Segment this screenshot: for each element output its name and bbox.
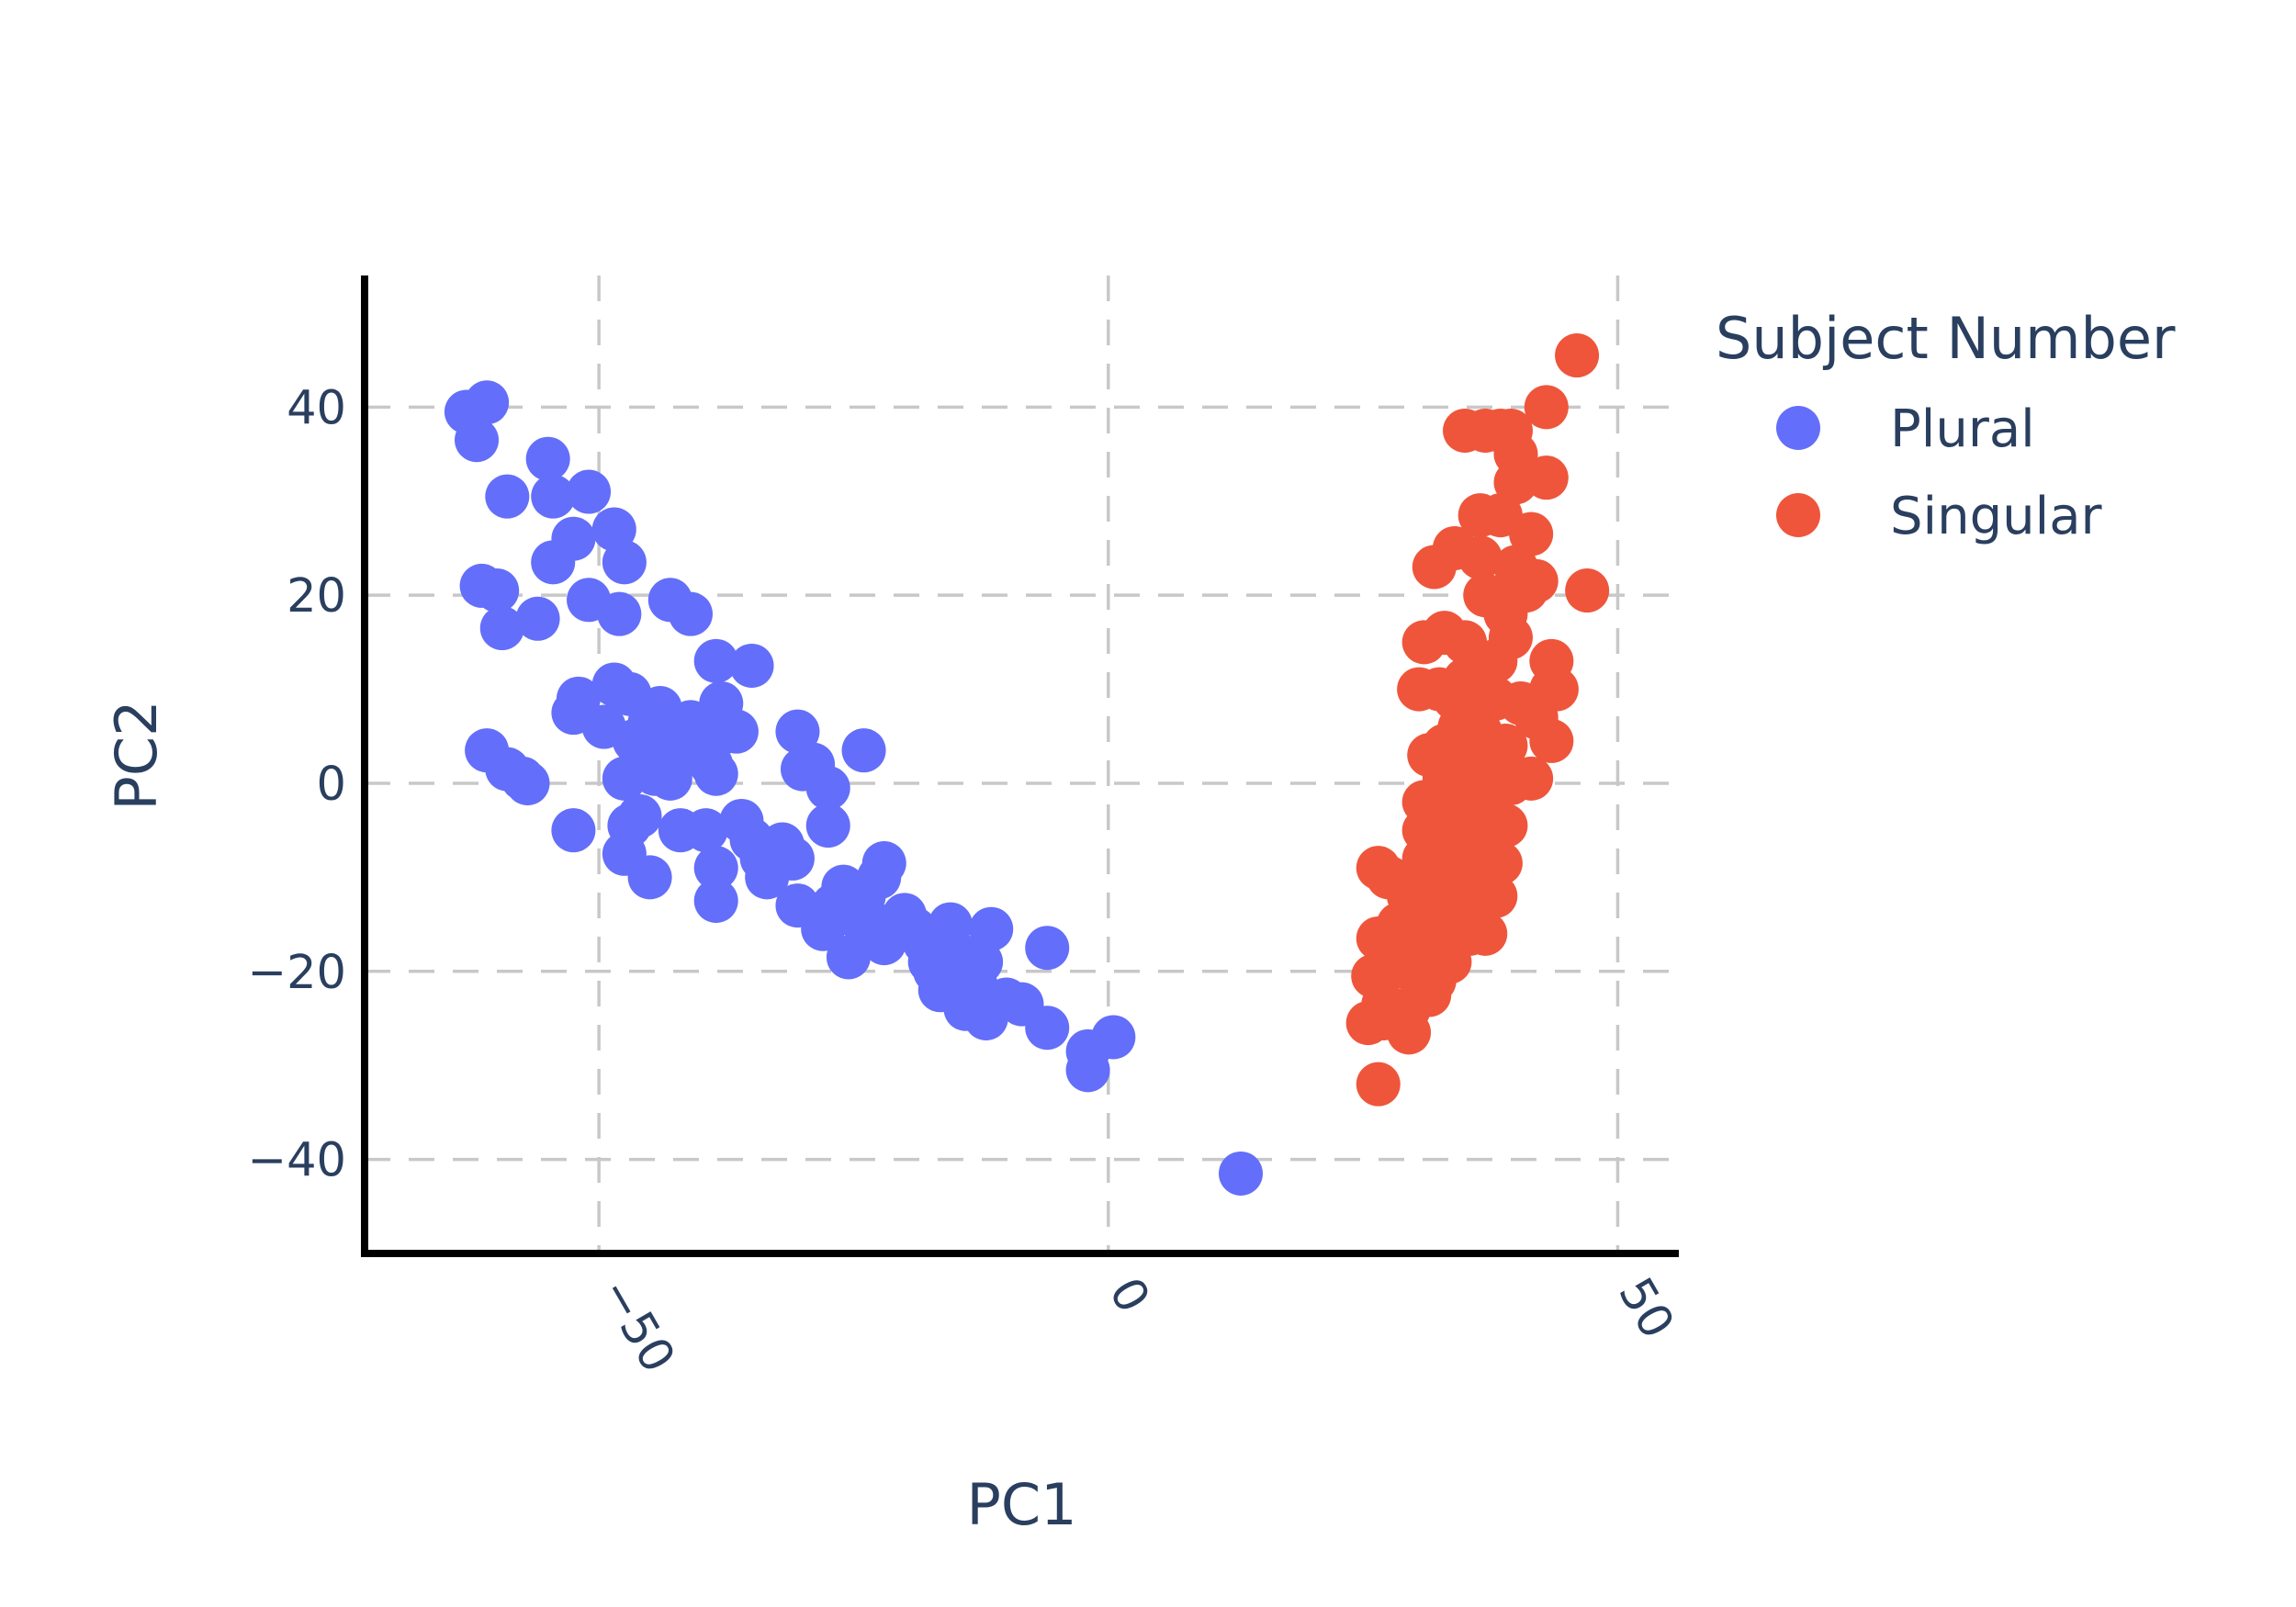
data-point-plural <box>647 756 692 801</box>
data-point-singular <box>1381 926 1426 971</box>
data-point-plural <box>505 760 550 805</box>
grid <box>365 275 1679 1253</box>
data-point-singular <box>1412 545 1457 590</box>
data-point-plural <box>805 804 850 848</box>
x-tick-label: 0 <box>1098 1269 1160 1322</box>
data-point-singular <box>1397 864 1442 909</box>
data-point-singular <box>1427 939 1472 984</box>
y-tick-label: 0 <box>317 758 346 812</box>
data-point-plural <box>805 766 850 811</box>
data-point-plural <box>1219 1151 1263 1196</box>
data-point-plural <box>531 540 576 585</box>
data-point-singular <box>1387 1010 1432 1055</box>
data-point-plural <box>551 808 596 853</box>
data-point-plural <box>693 846 738 891</box>
data-point-singular <box>1453 846 1498 891</box>
legend-title: Subject Number <box>1716 305 2176 372</box>
data-point-plural <box>567 469 612 514</box>
y-tick-label: 40 <box>287 381 346 435</box>
data-point-plural <box>770 836 815 881</box>
data-point-singular <box>1407 972 1452 1017</box>
data-point-singular <box>1463 667 1508 712</box>
data-point-plural <box>479 606 524 651</box>
data-point-singular <box>1437 714 1482 759</box>
data-point-singular <box>1529 718 1574 763</box>
data-point-plural <box>602 540 647 585</box>
legend-item-plural[interactable]: Plural <box>1776 399 2035 459</box>
data-point-plural <box>913 949 958 994</box>
data-point-plural <box>928 902 973 947</box>
y-tick-label: −40 <box>247 1134 346 1188</box>
data-point-plural <box>826 935 871 980</box>
y-tick-label: −20 <box>247 946 346 1000</box>
axis-lines <box>361 275 1679 1257</box>
data-point-singular <box>1458 535 1503 580</box>
data-point-plural <box>617 793 662 838</box>
data-point-plural <box>693 751 738 796</box>
data-point-singular <box>1412 808 1457 853</box>
data-point-plural <box>729 643 774 688</box>
data-point-plural <box>515 596 560 641</box>
data-point-plural <box>775 709 820 754</box>
y-tick-label: 20 <box>287 569 346 624</box>
data-point-singular <box>1509 756 1554 801</box>
data-point-singular <box>1463 911 1508 956</box>
data-point-singular <box>1468 780 1513 825</box>
data-point-plural <box>1065 1048 1110 1093</box>
data-point-plural <box>627 855 672 900</box>
legend-item-singular[interactable]: Singular <box>1776 487 2103 546</box>
data-point-plural <box>683 808 728 853</box>
legend: Subject Number Plural Singular <box>1716 305 2176 546</box>
data-point-plural <box>475 568 520 613</box>
series-singular <box>1345 333 1610 1107</box>
data-point-plural <box>485 474 530 519</box>
data-point-plural <box>1091 1015 1136 1060</box>
legend-marker-singular <box>1776 493 1820 537</box>
legend-marker-plural <box>1776 406 1820 450</box>
data-point-plural <box>1025 926 1070 971</box>
data-point-plural <box>693 878 738 923</box>
data-point-singular <box>1555 333 1600 378</box>
data-point-plural <box>841 728 886 773</box>
data-point-plural <box>693 638 738 683</box>
y-tick-labels: −40 −20 0 20 40 <box>247 381 346 1187</box>
data-point-singular <box>1509 511 1554 556</box>
x-tick-labels: −50 0 50 <box>589 1269 1684 1382</box>
series-plural <box>444 380 1263 1196</box>
data-point-plural <box>455 418 500 463</box>
data-point-singular <box>1422 893 1467 938</box>
data-point-plural <box>556 676 601 721</box>
data-point-singular <box>1483 724 1528 769</box>
legend-label-singular: Singular <box>1890 487 2103 546</box>
data-point-plural <box>969 906 1014 951</box>
x-tick-label: 50 <box>1607 1269 1684 1348</box>
data-point-singular <box>1565 568 1610 613</box>
data-point-singular <box>1356 1062 1401 1107</box>
data-point-singular <box>1493 460 1538 505</box>
data-point-plural <box>1025 1006 1070 1051</box>
y-axis-title: PC2 <box>103 700 170 810</box>
data-point-plural <box>597 591 642 636</box>
data-point-plural <box>714 709 759 754</box>
x-tick-label: −50 <box>589 1269 685 1382</box>
data-points <box>444 333 1610 1196</box>
data-point-plural <box>861 841 906 886</box>
data-point-plural <box>465 380 510 425</box>
data-point-singular <box>1524 385 1569 430</box>
data-point-plural <box>525 436 570 481</box>
legend-label-plural: Plural <box>1890 399 2035 459</box>
axes <box>361 275 1679 1257</box>
x-axis-title: PC1 <box>966 1471 1076 1538</box>
data-point-plural <box>531 474 576 519</box>
data-point-plural <box>668 591 713 636</box>
